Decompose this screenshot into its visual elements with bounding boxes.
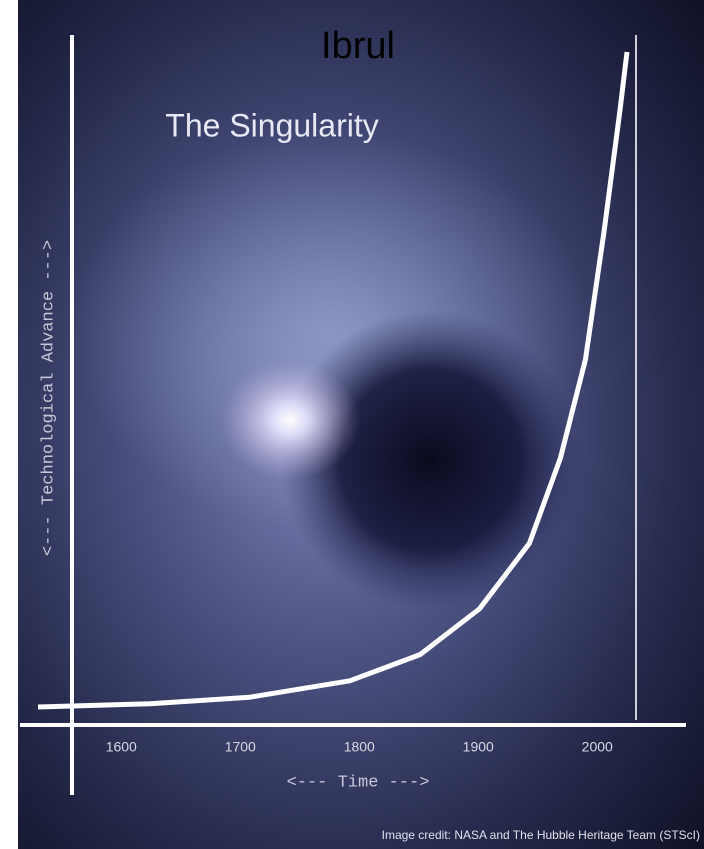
curve — [37, 51, 630, 710]
x-tick-label: 2000 — [582, 739, 613, 755]
caption: Ibrul — [321, 25, 395, 67]
x-tick-label: 1900 — [463, 739, 494, 755]
credit: Image credit: NASA and The Hubble Herita… — [382, 828, 700, 842]
x-tick-label: 1700 — [225, 739, 256, 755]
dark-cloud — [280, 310, 580, 610]
y-axis-label: <--- Technological Advance ---> — [39, 240, 58, 556]
chart-title: The Singularity — [165, 107, 378, 143]
x-tick-label: 1800 — [344, 739, 375, 755]
x-axis-label: <--- Time ---> — [287, 773, 430, 792]
star — [220, 360, 360, 480]
x-tick-label: 1600 — [106, 739, 137, 755]
